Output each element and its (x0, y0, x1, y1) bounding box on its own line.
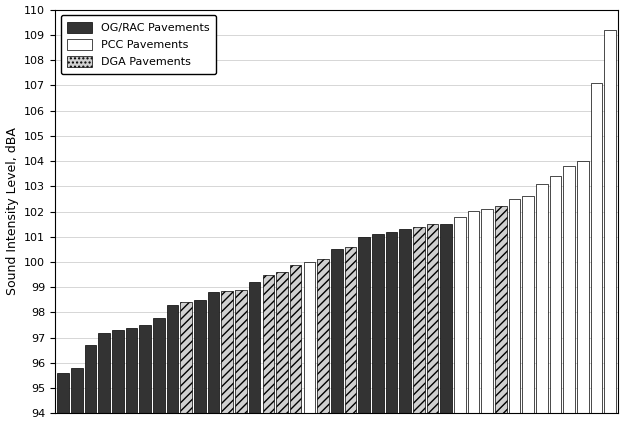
Bar (263, 275, 274, 414)
Bar (317, 259, 329, 414)
Bar (167, 305, 178, 414)
Bar (605, 30, 616, 414)
Bar (235, 290, 246, 414)
Bar (358, 237, 370, 414)
Bar (222, 291, 233, 414)
Bar (441, 224, 452, 414)
Bar (276, 272, 288, 414)
Bar (509, 199, 520, 414)
Bar (467, 212, 479, 414)
Bar (99, 333, 110, 414)
Bar (372, 234, 384, 414)
Bar (454, 217, 466, 414)
Bar (495, 207, 507, 414)
Bar (303, 262, 315, 414)
Bar (413, 227, 424, 414)
Bar (194, 300, 206, 414)
Bar (139, 325, 151, 414)
Bar (71, 368, 82, 414)
Bar (208, 292, 220, 414)
Bar (577, 161, 588, 414)
Bar (180, 302, 192, 414)
Bar (85, 345, 96, 414)
Bar (126, 328, 137, 414)
Bar (563, 166, 575, 414)
Bar (427, 224, 438, 414)
Bar (399, 229, 411, 414)
Legend: OG/RAC Pavements, PCC Pavements, DGA Pavements: OG/RAC Pavements, PCC Pavements, DGA Pav… (61, 15, 216, 74)
Bar (249, 282, 260, 414)
Bar (591, 83, 602, 414)
Bar (522, 196, 534, 414)
Bar (290, 264, 301, 414)
Bar (153, 317, 165, 414)
Bar (344, 247, 356, 414)
Bar (386, 232, 397, 414)
Y-axis label: Sound Intensity Level, dBA: Sound Intensity Level, dBA (6, 128, 19, 295)
Bar (536, 184, 548, 414)
Bar (57, 373, 69, 414)
Bar (112, 330, 124, 414)
Bar (550, 176, 562, 414)
Bar (331, 249, 343, 414)
Bar (481, 209, 493, 414)
